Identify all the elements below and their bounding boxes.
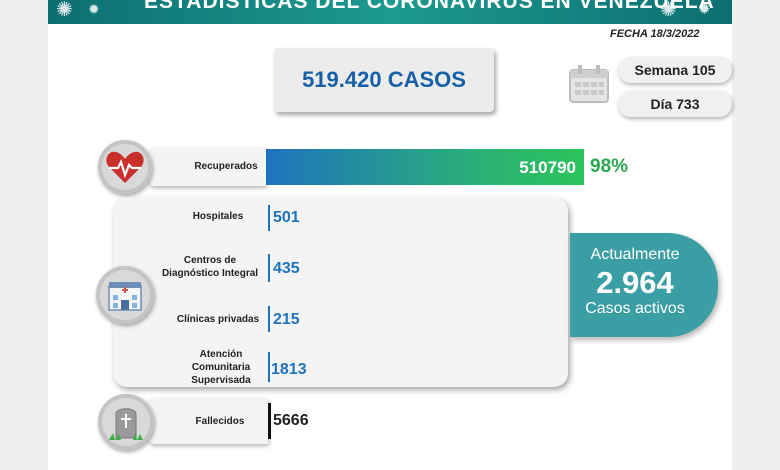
recovered-label: Recuperados bbox=[194, 161, 258, 172]
hospital-icon bbox=[108, 282, 142, 311]
recovered-percent: 98% bbox=[590, 156, 629, 177]
heart-pulse-icon bbox=[106, 151, 144, 183]
acs-value: 1813 bbox=[271, 361, 307, 378]
total-cases-box: 519.420 CASOS bbox=[274, 48, 494, 112]
deaths-label: Fallecidos bbox=[195, 416, 245, 427]
clinicas-marker bbox=[268, 306, 270, 332]
hospitales-label: Hospitales bbox=[192, 211, 244, 222]
recovered-badge bbox=[98, 140, 152, 194]
cdi-marker bbox=[268, 254, 270, 282]
calendar-icon bbox=[569, 65, 609, 103]
hospital-badge bbox=[96, 266, 154, 324]
cdi-label: Centros de Diagnóstico Integral bbox=[161, 255, 259, 279]
day-badge: Día 733 bbox=[618, 91, 732, 117]
week-badge: Semana 105 bbox=[618, 57, 732, 83]
recovered-tab bbox=[148, 148, 266, 186]
header-banner: ✺ ✹ ESTADÍSTICAS DEL CORONAVIRUS EN VENE… bbox=[48, 0, 732, 24]
tombstone-icon bbox=[109, 408, 143, 440]
acs-marker bbox=[268, 352, 270, 382]
cdi-value: 435 bbox=[273, 260, 300, 277]
recovered-bar: 510790 bbox=[266, 149, 584, 185]
page-title: ESTADÍSTICAS DEL CORONAVIRUS EN VENEZUEL… bbox=[144, 0, 715, 13]
virus-icon: ✹ bbox=[698, 1, 711, 18]
virus-icon: ✺ bbox=[56, 0, 73, 21]
active-line1: Actualmente bbox=[590, 246, 680, 263]
virus-icon: ✺ bbox=[660, 0, 677, 21]
deaths-tab bbox=[148, 398, 268, 444]
hospitales-value: 501 bbox=[273, 209, 300, 226]
deaths-marker bbox=[268, 403, 271, 439]
clinicas-value: 215 bbox=[273, 311, 300, 328]
hospitalization-panel bbox=[113, 197, 568, 387]
report-date: FECHA 18/3/2022 bbox=[610, 28, 700, 40]
active-value: 2.964 bbox=[596, 265, 674, 300]
acs-label: Atención Comunitaria Supervisada bbox=[191, 349, 251, 386]
active-cases-badge: Actualmente 2.964 Casos activos bbox=[570, 233, 718, 337]
deaths-value: 5666 bbox=[273, 412, 309, 429]
deaths-badge bbox=[98, 394, 154, 450]
recovered-value: 510790 bbox=[519, 158, 576, 177]
active-line2: Casos activos bbox=[585, 300, 685, 317]
clinicas-label: Clínicas privadas bbox=[176, 314, 260, 325]
hospitales-marker bbox=[268, 205, 270, 231]
virus-icon: ✹ bbox=[88, 1, 100, 17]
